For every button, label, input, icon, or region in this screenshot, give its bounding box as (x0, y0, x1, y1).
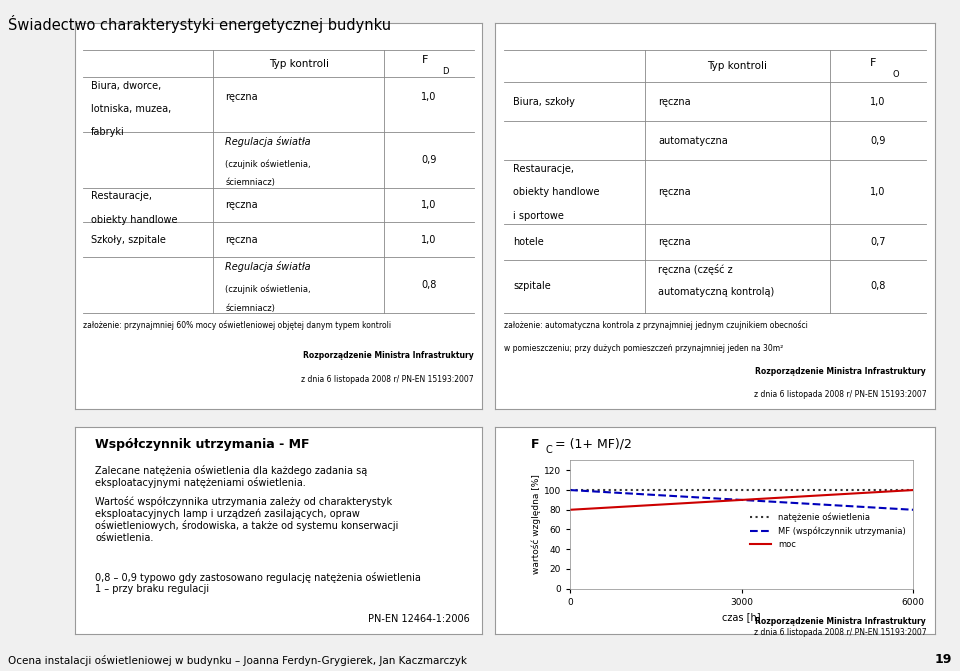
Text: Rozporządzenie Ministra Infrastruktury: Rozporządzenie Ministra Infrastruktury (756, 367, 926, 376)
Text: Typ kontroli: Typ kontroli (708, 62, 767, 71)
Text: Restauracje,: Restauracje, (513, 164, 574, 174)
Text: ściemniacz): ściemniacz) (226, 178, 276, 187)
Text: z dnia 6 listopada 2008 r/ PN-EN 15193:2007: z dnia 6 listopada 2008 r/ PN-EN 15193:2… (754, 628, 926, 637)
Text: Wartość współczynnika utrzymania zależy od charakterystyk: Wartość współczynnika utrzymania zależy … (95, 496, 393, 507)
Text: Typ kontroli: Typ kontroli (269, 58, 328, 68)
Text: obiekty handlowe: obiekty handlowe (513, 187, 599, 197)
Text: ręczna: ręczna (226, 92, 258, 102)
Text: ręczna: ręczna (658, 97, 690, 107)
Text: 1,0: 1,0 (421, 92, 437, 102)
Text: szpitale: szpitale (513, 281, 551, 291)
Text: 0,9: 0,9 (870, 136, 885, 146)
Text: lotniska, muzea,: lotniska, muzea, (91, 104, 172, 114)
Text: F: F (871, 58, 876, 68)
Text: 1,0: 1,0 (421, 200, 437, 210)
Text: Świadectwo charakterystyki energetycznej budynku: Świadectwo charakterystyki energetycznej… (8, 15, 391, 33)
Text: Regulacja światła: Regulacja światła (226, 261, 311, 272)
Text: Rozporządzenie Ministra Infrastruktury: Rozporządzenie Ministra Infrastruktury (303, 352, 474, 360)
Text: PN-EN 12464-1:2006: PN-EN 12464-1:2006 (368, 614, 469, 624)
Text: Współczynnik utrzymania - MF: Współczynnik utrzymania - MF (95, 437, 310, 451)
Text: (czujnik oświetlenia,: (czujnik oświetlenia, (226, 285, 311, 294)
Text: w pomieszczeniu; przy dużych pomieszczeń przynajmniej jeden na 30m²: w pomieszczeniu; przy dużych pomieszczeń… (504, 344, 783, 353)
Text: automatyczną kontrolą): automatyczną kontrolą) (658, 287, 775, 297)
Text: automatyczna: automatyczna (658, 136, 728, 146)
Y-axis label: wartość względna [%]: wartość względna [%] (532, 474, 541, 574)
Legend: natężenie oświetlenia, MF (współczynnik utrzymania), moc: natężenie oświetlenia, MF (współczynnik … (747, 509, 909, 552)
Text: F: F (421, 55, 428, 65)
Text: eksploatacyjnych lamp i urządzeń zasilających, opraw: eksploatacyjnych lamp i urządzeń zasilaj… (95, 508, 360, 519)
Text: 1,0: 1,0 (870, 187, 885, 197)
Text: z dnia 6 listopada 2008 r/ PN-EN 15193:2007: z dnia 6 listopada 2008 r/ PN-EN 15193:2… (754, 390, 926, 399)
Text: Biura, dworce,: Biura, dworce, (91, 81, 161, 91)
Text: ręczna (część z: ręczna (część z (658, 264, 732, 274)
Text: 0,8 – 0,9 typowo gdy zastosowano regulację natężenia oświetlenia: 0,8 – 0,9 typowo gdy zastosowano regulac… (95, 572, 421, 583)
Text: C: C (546, 445, 553, 455)
Text: założenie: automatyczna kontrola z przynajmniej jednym czujnikiem obecności: założenie: automatyczna kontrola z przyn… (504, 321, 808, 330)
Text: 1,0: 1,0 (870, 97, 885, 107)
Text: oświetleniowych, środowiska, a także od systemu konserwacji: oświetleniowych, środowiska, a także od … (95, 521, 398, 531)
Text: F: F (531, 437, 539, 451)
Text: obiekty handlowe: obiekty handlowe (91, 215, 178, 225)
Text: 0,8: 0,8 (421, 280, 437, 290)
Text: ściemniacz): ściemniacz) (226, 304, 276, 313)
Text: eksploatacyjnymi natężeniami oświetlenia.: eksploatacyjnymi natężeniami oświetlenia… (95, 477, 306, 488)
Text: ręczna: ręczna (226, 200, 258, 210)
Text: 1,0: 1,0 (421, 235, 437, 245)
Text: Regulacja światła: Regulacja światła (226, 136, 311, 147)
Text: ręczna: ręczna (658, 187, 690, 197)
Text: 0,7: 0,7 (870, 237, 886, 247)
Text: oświetlenia.: oświetlenia. (95, 533, 154, 543)
Text: z dnia 6 listopada 2008 r/ PN-EN 15193:2007: z dnia 6 listopada 2008 r/ PN-EN 15193:2… (301, 374, 474, 384)
Text: Szkoły, szpitale: Szkoły, szpitale (91, 235, 166, 245)
Text: (czujnik oświetlenia,: (czujnik oświetlenia, (226, 159, 311, 168)
Text: 0,8: 0,8 (870, 281, 885, 291)
Text: 1 – przy braku regulacji: 1 – przy braku regulacji (95, 584, 209, 595)
Text: = (1+ MF)/2: = (1+ MF)/2 (555, 437, 632, 451)
Text: Biura, szkoły: Biura, szkoły (513, 97, 575, 107)
Text: i sportowe: i sportowe (513, 211, 564, 221)
Text: D: D (442, 67, 448, 76)
Text: ręczna: ręczna (658, 237, 690, 247)
Text: założenie: przynajmniej 60% mocy oświetleniowej objętej danym typem kontroli: założenie: przynajmniej 60% mocy oświetl… (83, 321, 391, 330)
Text: ręczna: ręczna (226, 235, 258, 245)
Text: fabryki: fabryki (91, 127, 125, 137)
Text: Restauracje,: Restauracje, (91, 191, 153, 201)
Text: Zalecane natężenia oświetlenia dla każdego zadania są: Zalecane natężenia oświetlenia dla każde… (95, 464, 368, 476)
Text: O: O (892, 70, 899, 79)
Text: 19: 19 (935, 653, 952, 666)
Text: Ocena instalacji oświetleniowej w budynku – Joanna Ferdyn-Grygierek, Jan Kaczmar: Ocena instalacji oświetleniowej w budynk… (8, 655, 467, 666)
Text: Rozporządzenie Ministra Infrastruktury: Rozporządzenie Ministra Infrastruktury (756, 617, 926, 625)
Text: hotele: hotele (513, 237, 543, 247)
Text: 0,9: 0,9 (421, 155, 437, 165)
X-axis label: czas [h]: czas [h] (722, 612, 761, 622)
